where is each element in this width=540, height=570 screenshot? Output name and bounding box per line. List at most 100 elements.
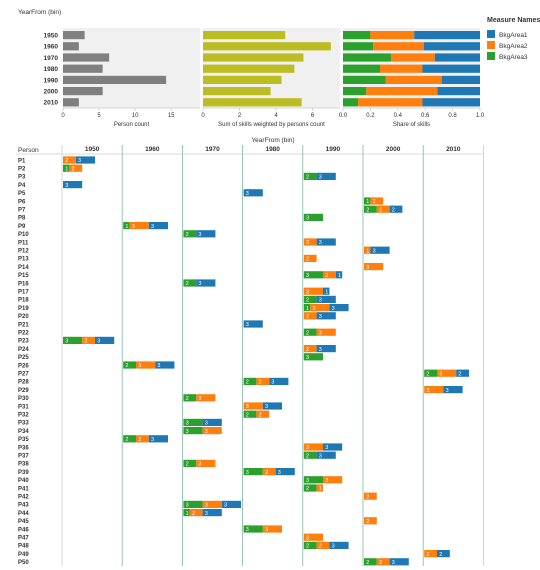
legend-item-label: BkgArea1 [499, 32, 528, 39]
top-share-bar-segment [379, 64, 423, 73]
top-panel-tick-label: 0.0 [339, 113, 348, 119]
legend-swatch [487, 30, 495, 38]
bottom-person-label: P49 [18, 552, 29, 558]
bottom-person-label: P31 [18, 404, 29, 410]
bottom-person-label: P44 [18, 511, 29, 517]
top-share-bar-segment [434, 53, 480, 62]
bottom-segment-label: 2 [306, 298, 309, 304]
bottom-bar-segment [82, 336, 95, 344]
bottom-bar-segment [316, 172, 336, 180]
top-category-label: 1990 [44, 77, 59, 84]
bottom-segment-label: 2 [379, 207, 382, 213]
bottom-person-label: P20 [18, 314, 29, 320]
bottom-segment-label: 3 [65, 183, 68, 189]
bottom-bar-segment [136, 435, 149, 443]
bottom-bar-segment [335, 271, 343, 279]
bottom-bar-segment [262, 468, 276, 476]
bottom-bar-segment [243, 189, 263, 197]
bottom-segment-label: 2 [373, 199, 376, 205]
bottom-bar-segment [364, 246, 371, 254]
bottom-bar-segment [316, 484, 323, 492]
top-row-header: YearFrom (bin) [18, 9, 61, 16]
bottom-segment-label: 1 [319, 486, 322, 492]
bottom-person-label: P13 [18, 257, 29, 263]
top-share-bar-segment [370, 31, 415, 40]
bottom-bar-segment [303, 484, 317, 492]
bottom-segment-label: 3 [366, 265, 369, 271]
bottom-person-label: P7 [18, 208, 26, 214]
bottom-person-label: P37 [18, 454, 29, 460]
bottom-segment-label: 3 [132, 224, 135, 230]
bottom-bar-segment [424, 369, 437, 377]
top-bar [203, 87, 271, 96]
top-summary-chart: YearFrom (bin)19501960197019801990200020… [18, 9, 485, 128]
bottom-segment-label: 2 [125, 363, 128, 369]
bottom-bar-segment [63, 156, 76, 164]
bottom-segment-label: 2 [246, 380, 249, 386]
bottom-bar-segment [364, 263, 384, 271]
bottom-segment-label: 3 [306, 273, 309, 279]
bottom-segment-label: 2 [306, 347, 309, 353]
top-category-label: 1970 [44, 55, 59, 62]
bottom-segment-label: 3 [198, 232, 201, 238]
bottom-column-label: 1950 [85, 146, 100, 153]
bottom-segment-label: 3 [198, 281, 201, 287]
bottom-person-label: P39 [18, 470, 29, 476]
bottom-person-label: P29 [18, 388, 29, 394]
bottom-person-label: P25 [18, 355, 29, 361]
top-bar [203, 42, 331, 51]
bottom-bar-segment [424, 550, 437, 558]
bottom-bar-segment [329, 541, 349, 549]
bottom-bar-segment [243, 320, 263, 328]
top-bar [63, 53, 110, 62]
bottom-bar-segment [316, 345, 336, 353]
bottom-person-label: P27 [18, 372, 29, 378]
top-bar [63, 42, 79, 51]
bottom-bar-segment [424, 386, 444, 394]
bottom-segment-label: 2 [426, 371, 429, 377]
bottom-segment-label: 3 [246, 322, 249, 328]
top-panel-xlabel: Person count [114, 122, 150, 128]
bottom-person-label: P50 [18, 560, 29, 566]
bottom-bar-segment [437, 369, 457, 377]
top-share-bar-segment [343, 53, 391, 62]
bottom-segment-label: 3 [205, 429, 208, 435]
bottom-bar-segment [183, 509, 190, 517]
bottom-segment-label: 2 [259, 412, 262, 418]
bottom-bar-segment [136, 361, 156, 369]
bottom-segment-label: 1 [125, 224, 128, 230]
bottom-segment-label: 2 [265, 470, 268, 476]
top-category-label: 1960 [44, 44, 59, 51]
bottom-bar-segment [303, 304, 311, 312]
bottom-person-label: P43 [18, 503, 29, 509]
bottom-person-label: P3 [18, 175, 26, 181]
bottom-person-label: P33 [18, 421, 29, 427]
bottom-bar-segment [183, 230, 197, 238]
bottom-bar-segment [189, 509, 203, 517]
bottom-bar-segment [376, 558, 390, 566]
bottom-column-label: 1980 [265, 146, 280, 153]
bottom-segment-label: 3 [186, 503, 189, 509]
bottom-bar-segment [123, 361, 136, 369]
bottom-segment-label: 2 [65, 158, 68, 164]
bottom-segment-label: 3 [205, 503, 208, 509]
bottom-person-label: P26 [18, 363, 29, 369]
bottom-segment-label: 3 [97, 339, 100, 345]
bottom-person-label: P28 [18, 380, 29, 386]
legend-swatch [487, 52, 495, 60]
bottom-bar-segment [183, 394, 197, 402]
bottom-bar-segment [303, 443, 323, 451]
bottom-bar-segment [370, 197, 384, 205]
bottom-bar-segment [303, 353, 323, 361]
bottom-segment-label: 3 [312, 306, 315, 312]
bottom-bar-segment [329, 304, 349, 312]
bottom-segment-label: 3 [319, 240, 322, 246]
bottom-segment-label: 1 [325, 289, 328, 295]
bottom-bar-segment [243, 468, 263, 476]
bottom-person-label: P32 [18, 413, 29, 419]
top-panel-tick-label: 5 [97, 113, 101, 119]
bottom-segment-label: 3 [157, 363, 160, 369]
bottom-segment-label: 2 [306, 240, 309, 246]
bottom-bar-segment [303, 172, 317, 180]
bottom-person-label: P4 [18, 183, 26, 189]
